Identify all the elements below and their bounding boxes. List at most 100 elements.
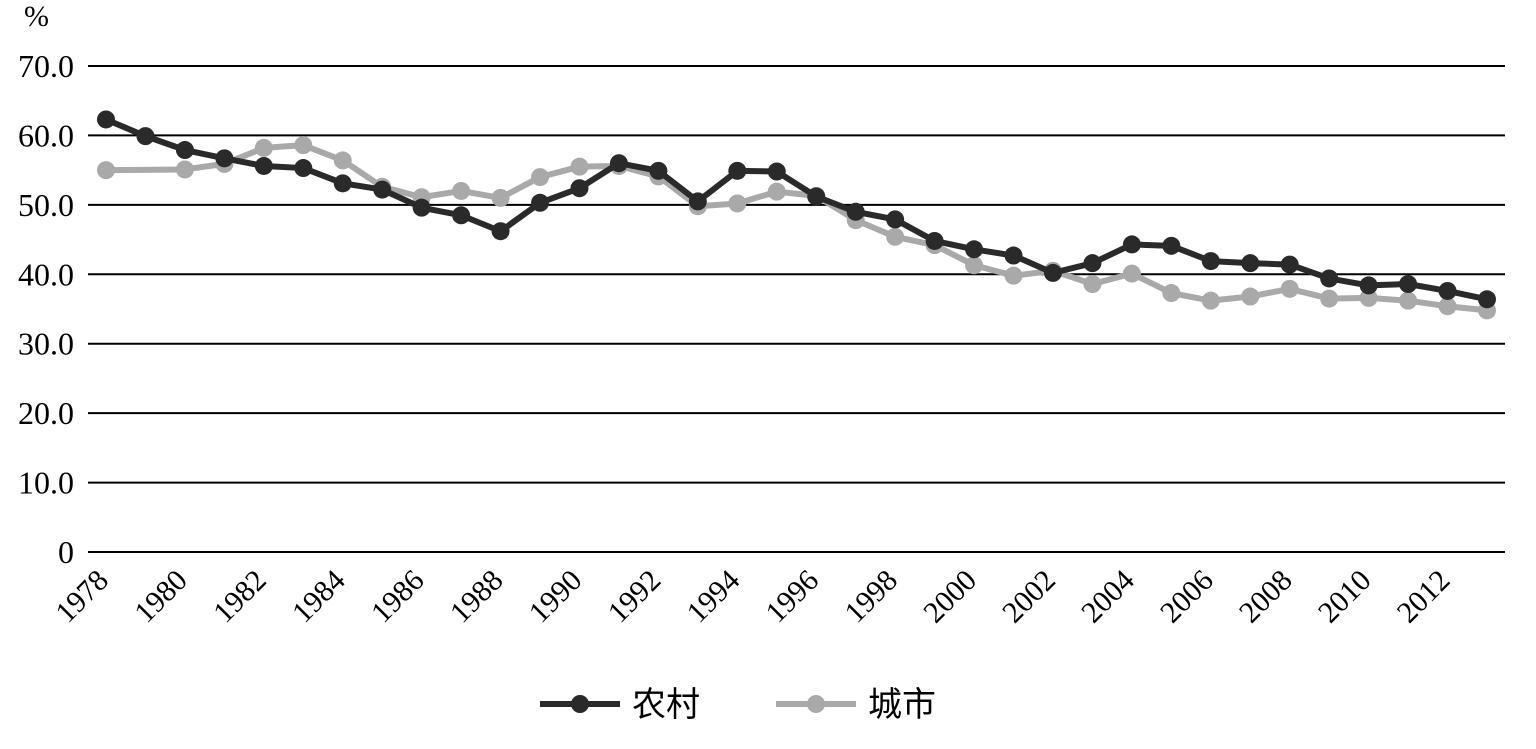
y-tick-label: 20.0: [18, 395, 74, 431]
data-point: [531, 168, 550, 187]
series-layer: [97, 110, 1496, 320]
x-tick-label: 1990: [523, 564, 589, 630]
x-tick-label: 1982: [207, 564, 273, 630]
data-point: [965, 240, 984, 259]
x-tick-label: 2008: [1233, 564, 1299, 630]
y-tick-label: 50.0: [18, 187, 74, 223]
data-point: [1043, 263, 1062, 282]
data-point: [136, 127, 155, 146]
x-tick-label: 1984: [286, 564, 352, 630]
data-point: [807, 187, 826, 206]
data-point: [215, 149, 234, 168]
data-point: [1201, 291, 1220, 310]
data-point: [1280, 279, 1299, 298]
data-point: [333, 151, 352, 170]
data-point: [1122, 264, 1141, 283]
data-point: [175, 141, 194, 160]
data-point: [846, 202, 865, 221]
data-point: [294, 136, 313, 155]
data-point: [1320, 269, 1339, 288]
data-point: [412, 198, 431, 217]
data-point: [767, 182, 786, 201]
data-point: [1478, 290, 1496, 309]
data-point: [1359, 276, 1378, 295]
x-axis-ticks: 1978 1980 1982 1984 1986 1988 1990 1992 1994 1996…: [49, 564, 1456, 630]
data-point: [688, 192, 707, 211]
data-point: [373, 180, 392, 199]
data-point: [254, 156, 273, 175]
data-point: [1241, 254, 1260, 273]
data-point: [97, 110, 115, 129]
data-point: [1004, 246, 1023, 265]
data-point: [649, 161, 668, 180]
y-axis-ticks: 0 10.0 20.0 30.0 40.0 50.0 60.0 70.0: [18, 48, 74, 570]
data-point: [767, 162, 786, 181]
x-tick-label: 1996: [759, 564, 825, 630]
data-point: [1162, 236, 1181, 255]
x-tick-label: 2004: [1075, 564, 1141, 630]
data-point: [1399, 275, 1418, 294]
x-tick-label: 1988: [444, 564, 510, 630]
data-point: [1083, 254, 1102, 273]
data-point: [452, 181, 471, 200]
legend-swatch-marker: [571, 695, 589, 713]
data-point: [1162, 284, 1181, 303]
data-point: [570, 157, 589, 176]
legend-item: 城市: [776, 686, 936, 724]
data-point: [1320, 289, 1339, 308]
x-tick-label: 1978: [49, 564, 115, 630]
data-point: [1004, 266, 1023, 285]
data-point: [1399, 291, 1418, 310]
y-tick-label: 70.0: [18, 48, 74, 84]
x-tick-label: 1986: [365, 564, 431, 630]
y-tick-label: 60.0: [18, 117, 74, 153]
y-tick-label: 10.0: [18, 465, 74, 501]
x-tick-label: 1980: [128, 564, 194, 630]
data-point: [1241, 287, 1260, 306]
legend-item: 农村: [540, 686, 700, 724]
data-point: [452, 206, 471, 225]
data-point: [254, 138, 273, 157]
data-point: [925, 231, 944, 250]
data-point: [1083, 275, 1102, 294]
y-tick-label: 0: [58, 534, 74, 570]
x-tick-label: 2002: [996, 564, 1062, 630]
x-tick-label: 2006: [1154, 564, 1220, 630]
x-tick-label: 2000: [917, 564, 983, 630]
data-point: [97, 161, 115, 180]
x-tick-label: 1998: [838, 564, 904, 630]
data-point: [1280, 255, 1299, 274]
y-tick-label: 30.0: [18, 326, 74, 362]
series-rural: [97, 110, 1496, 309]
legend-swatch-marker: [807, 695, 825, 713]
data-point: [570, 179, 589, 198]
x-tick-label: 1994: [681, 564, 747, 630]
data-point: [609, 154, 628, 173]
data-point: [1438, 297, 1457, 316]
data-point: [965, 256, 984, 275]
data-point: [1359, 288, 1378, 307]
legend-label: 城市: [868, 686, 936, 724]
y-axis-unit-label: %: [24, 0, 49, 33]
x-tick-label: 2010: [1312, 564, 1378, 630]
data-point: [333, 174, 352, 193]
data-point: [175, 160, 194, 179]
data-point: [491, 222, 510, 241]
legend: 农村 城市: [540, 686, 936, 724]
data-point: [531, 193, 550, 212]
x-tick-label: 1992: [602, 564, 668, 630]
data-point: [1122, 235, 1141, 254]
data-point: [1201, 252, 1220, 271]
y-tick-label: 40.0: [18, 256, 74, 292]
gridlines: [88, 65, 1505, 553]
data-point: [491, 188, 510, 207]
data-point: [1438, 281, 1457, 300]
legend-label: 农村: [632, 686, 700, 724]
data-point: [728, 194, 747, 213]
x-tick-label: 2012: [1391, 564, 1457, 630]
data-point: [886, 227, 905, 246]
data-point: [728, 161, 747, 180]
data-point: [294, 159, 313, 178]
data-point: [886, 210, 905, 229]
